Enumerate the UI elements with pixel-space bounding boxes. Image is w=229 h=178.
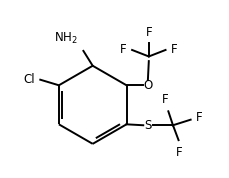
Text: F: F xyxy=(195,111,202,124)
Text: S: S xyxy=(144,119,151,132)
Text: NH$_2$: NH$_2$ xyxy=(54,31,77,46)
Text: F: F xyxy=(119,43,126,56)
Text: F: F xyxy=(145,26,151,39)
Text: O: O xyxy=(143,79,152,92)
Text: F: F xyxy=(170,43,177,56)
Text: Cl: Cl xyxy=(23,73,35,86)
Text: F: F xyxy=(161,93,168,106)
Text: F: F xyxy=(175,146,182,159)
